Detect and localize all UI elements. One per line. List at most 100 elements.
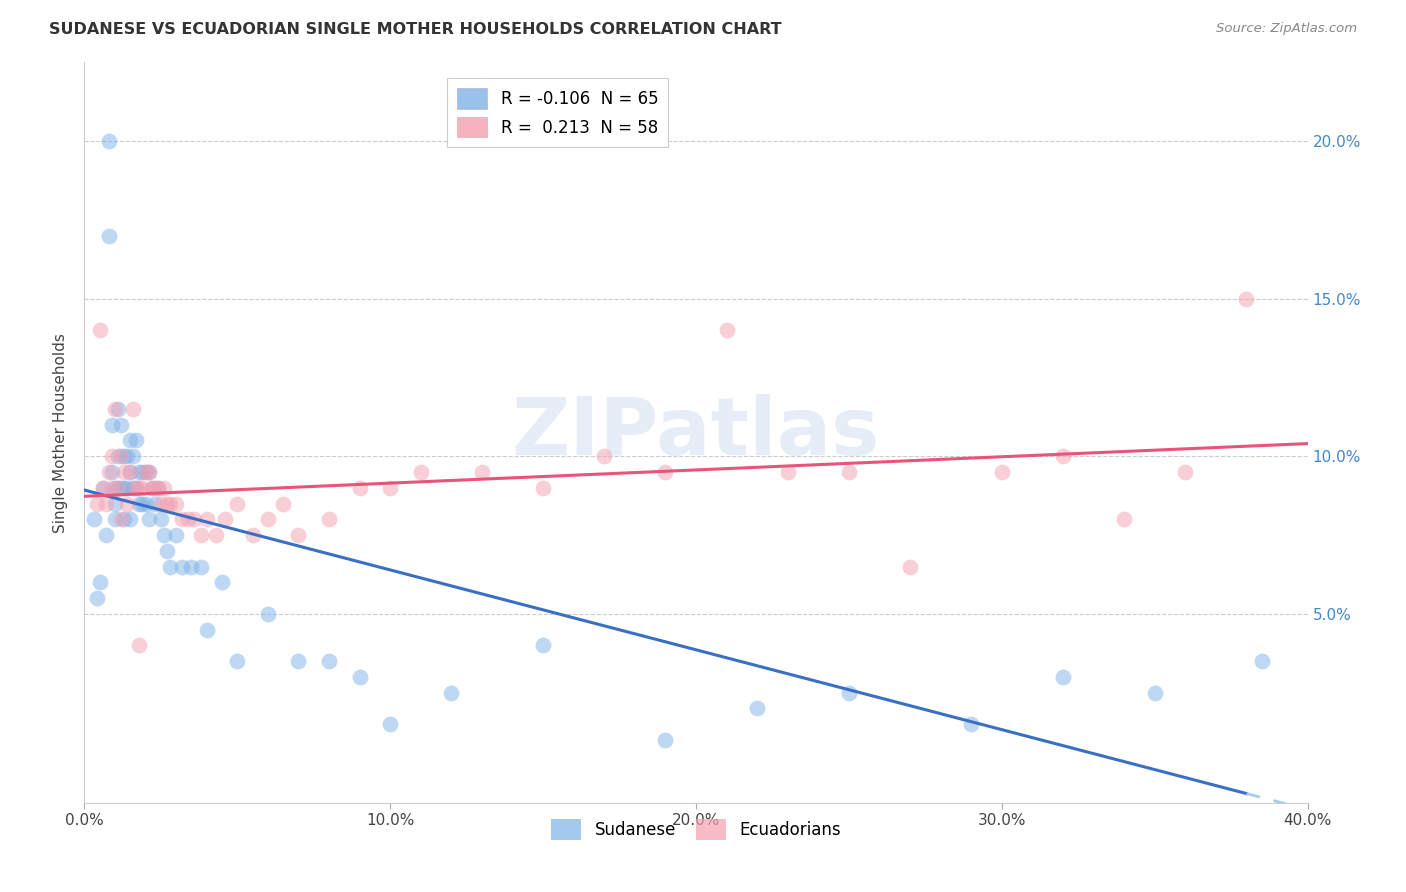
Point xyxy=(97,465,120,479)
Point xyxy=(838,685,860,699)
Point xyxy=(205,528,228,542)
Point xyxy=(531,481,554,495)
Point xyxy=(257,607,280,621)
Point xyxy=(104,496,127,510)
Point xyxy=(1052,449,1074,463)
Point xyxy=(97,134,120,148)
Point xyxy=(149,512,172,526)
Point xyxy=(183,512,205,526)
Point xyxy=(153,528,176,542)
Point xyxy=(131,481,153,495)
Point xyxy=(125,481,148,495)
Point xyxy=(409,465,432,479)
Point xyxy=(141,481,163,495)
Point xyxy=(86,591,108,605)
Point xyxy=(120,434,142,448)
Point xyxy=(716,323,738,337)
Point xyxy=(159,559,181,574)
Point xyxy=(180,559,202,574)
Point xyxy=(1114,512,1136,526)
Point xyxy=(190,528,212,542)
Point xyxy=(120,465,142,479)
Point xyxy=(1250,654,1272,668)
Point xyxy=(143,481,166,495)
Point xyxy=(94,496,117,510)
Point xyxy=(110,512,132,526)
Point xyxy=(131,496,153,510)
Point xyxy=(107,481,129,495)
Point xyxy=(195,623,218,637)
Text: Source: ZipAtlas.com: Source: ZipAtlas.com xyxy=(1216,22,1357,36)
Point xyxy=(138,465,160,479)
Point xyxy=(128,481,150,495)
Point xyxy=(110,481,132,495)
Point xyxy=(115,481,138,495)
Point xyxy=(654,465,676,479)
Point xyxy=(165,496,187,510)
Point xyxy=(747,701,769,715)
Point xyxy=(287,654,309,668)
Point xyxy=(107,449,129,463)
Point xyxy=(131,465,153,479)
Point xyxy=(172,559,194,574)
Y-axis label: Single Mother Households: Single Mother Households xyxy=(53,333,69,533)
Point xyxy=(135,465,157,479)
Point xyxy=(153,481,176,495)
Point xyxy=(94,528,117,542)
Point xyxy=(122,481,145,495)
Point xyxy=(242,528,264,542)
Point xyxy=(177,512,200,526)
Point xyxy=(86,496,108,510)
Point xyxy=(122,449,145,463)
Point xyxy=(138,512,160,526)
Point xyxy=(531,638,554,652)
Point xyxy=(115,449,138,463)
Point xyxy=(89,575,111,590)
Point xyxy=(318,512,340,526)
Point xyxy=(257,512,280,526)
Point xyxy=(146,481,169,495)
Point xyxy=(654,732,676,747)
Point xyxy=(318,654,340,668)
Legend: Sudanese, Ecuadorians: Sudanese, Ecuadorians xyxy=(544,813,848,847)
Point xyxy=(211,575,233,590)
Point xyxy=(349,481,371,495)
Point xyxy=(107,402,129,417)
Point xyxy=(440,685,463,699)
Point xyxy=(991,465,1014,479)
Text: ZIPatlas: ZIPatlas xyxy=(512,393,880,472)
Point xyxy=(128,638,150,652)
Point xyxy=(960,717,983,731)
Point xyxy=(101,449,124,463)
Point xyxy=(380,717,402,731)
Point xyxy=(120,512,142,526)
Point xyxy=(112,512,135,526)
Point xyxy=(104,481,127,495)
Point xyxy=(104,402,127,417)
Point xyxy=(138,465,160,479)
Point xyxy=(226,654,249,668)
Point xyxy=(287,528,309,542)
Point xyxy=(128,465,150,479)
Point xyxy=(125,481,148,495)
Point xyxy=(776,465,799,479)
Point xyxy=(898,559,921,574)
Point xyxy=(146,481,169,495)
Point xyxy=(97,228,120,243)
Point xyxy=(159,496,181,510)
Point xyxy=(91,481,114,495)
Point xyxy=(471,465,494,479)
Point xyxy=(141,481,163,495)
Point xyxy=(838,465,860,479)
Point xyxy=(101,481,124,495)
Point xyxy=(349,670,371,684)
Point xyxy=(112,449,135,463)
Point xyxy=(101,417,124,432)
Point xyxy=(122,402,145,417)
Point xyxy=(593,449,616,463)
Point xyxy=(271,496,294,510)
Point xyxy=(89,323,111,337)
Point xyxy=(125,434,148,448)
Point xyxy=(135,496,157,510)
Point xyxy=(195,512,218,526)
